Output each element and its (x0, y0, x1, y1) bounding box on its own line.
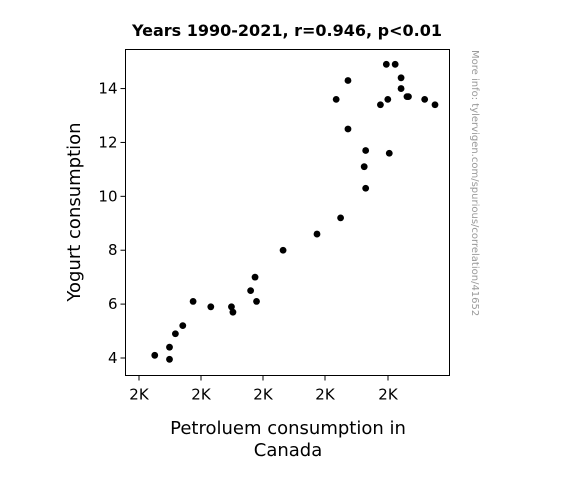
data-point (397, 85, 405, 92)
y-tick-label: 12 (98, 133, 117, 151)
data-point (207, 303, 215, 311)
data-point (344, 125, 352, 133)
data-points (151, 60, 439, 363)
data-point (362, 147, 370, 154)
chart-title: Years 1990-2021, r=0.946, p<0.01 (131, 21, 442, 40)
x-tick-label: 2K (129, 386, 150, 404)
y-axis-label: Yogurt consumption (64, 122, 85, 302)
data-point (405, 93, 412, 101)
y-tick-label: 10 (98, 187, 117, 205)
data-point (377, 101, 384, 109)
data-point (421, 95, 429, 103)
x-tick-label: 2K (315, 386, 336, 404)
data-point (332, 95, 340, 103)
x-tick-label: 2K (378, 386, 399, 404)
data-point (189, 298, 197, 305)
data-point (228, 303, 235, 311)
data-point (385, 149, 393, 157)
data-point (179, 322, 187, 330)
y-tick-label: 14 (98, 80, 117, 98)
y-tick-label: 8 (108, 241, 118, 259)
x-axis-label-line-2: Canada (254, 440, 323, 461)
data-point (382, 60, 390, 68)
data-point (431, 101, 439, 109)
data-point (337, 214, 344, 222)
data-point (344, 77, 352, 84)
data-point (279, 246, 287, 254)
data-point (151, 351, 159, 359)
data-point (253, 298, 260, 305)
x-axis: 2K 2K 2K 2K 2K (129, 375, 399, 404)
data-point (247, 287, 255, 295)
y-tick-label: 6 (108, 295, 118, 313)
data-point (391, 60, 399, 68)
y-tick-label: 4 (108, 349, 118, 367)
data-point (229, 308, 237, 316)
source-note: More info: tylervigen.com/spurious/corre… (469, 50, 480, 316)
x-tick-label: 2K (191, 386, 212, 404)
data-point (397, 74, 405, 82)
data-point (360, 163, 368, 171)
x-tick-label: 2K (253, 386, 274, 404)
data-point (313, 230, 321, 238)
x-axis-label-line-1: Petroluem consumption in (170, 418, 406, 439)
data-point (172, 330, 179, 338)
plot-area (125, 49, 450, 376)
data-point (362, 184, 370, 192)
data-point (166, 355, 173, 363)
data-point (251, 273, 259, 281)
y-axis: 4 6 8 10 12 14 (98, 80, 126, 367)
data-point (384, 95, 392, 103)
data-point (166, 343, 173, 351)
